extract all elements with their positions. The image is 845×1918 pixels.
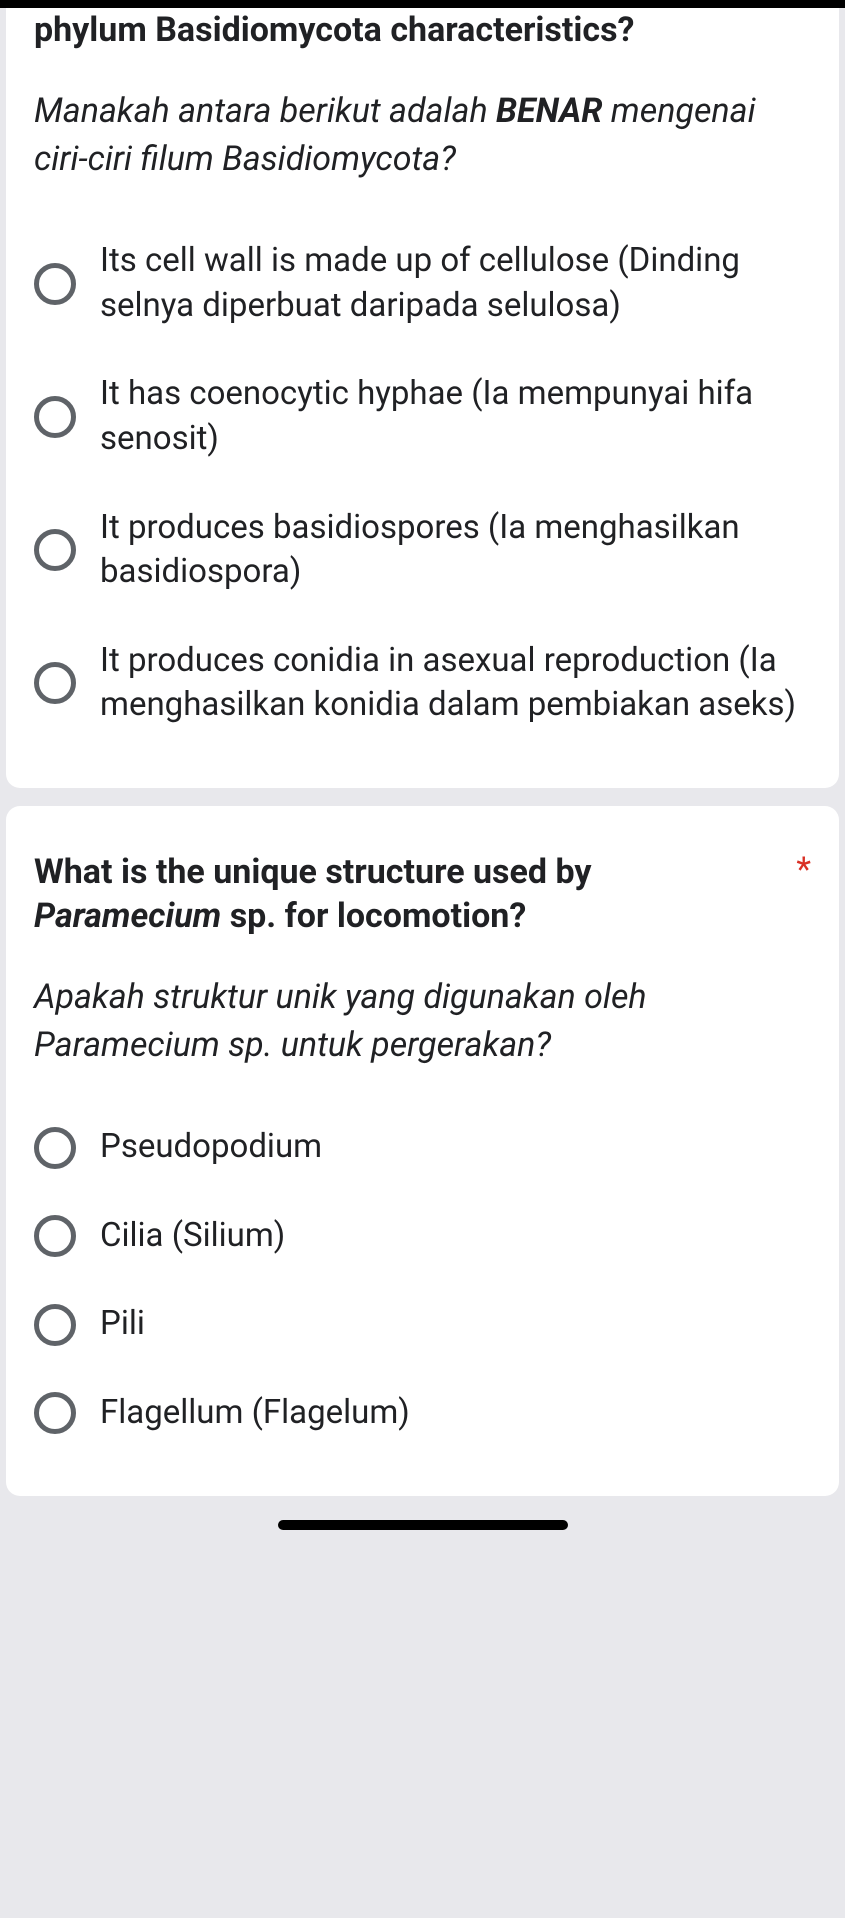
q2-option-2-label: Cilia (Silium)	[100, 1214, 285, 1259]
q2-title-ms: Apakah struktur unik yang digunakan oleh…	[34, 974, 811, 1069]
radio-icon	[34, 1215, 76, 1257]
home-indicator	[278, 1520, 568, 1530]
q1-title-ms: Manakah antara berikut adalah BENAR meng…	[34, 88, 811, 183]
q2-option-3-label: Pili	[100, 1302, 145, 1347]
q1-option-4[interactable]: It produces conidia in asexual reproduct…	[34, 639, 811, 728]
q1-option-4-label: It produces conidia in asexual reproduct…	[100, 639, 811, 728]
q1-ms-bold: BENAR	[496, 91, 602, 131]
radio-icon	[34, 263, 76, 305]
q2-option-3[interactable]: Pili	[34, 1302, 811, 1347]
q1-option-2-label: It has coenocytic hyphae (Ia mempunyai h…	[100, 372, 811, 461]
question-card-1: phylum Basidiomycota characteristics? Ma…	[6, 8, 839, 788]
q1-option-1[interactable]: Its cell wall is made up of cellulose (D…	[34, 239, 811, 328]
radio-icon	[34, 662, 76, 704]
q2-option-2[interactable]: Cilia (Silium)	[34, 1214, 811, 1259]
q1-option-3[interactable]: It produces basidiospores (Ia menghasilk…	[34, 506, 811, 595]
radio-icon	[34, 1304, 76, 1346]
status-bar	[0, 0, 845, 8]
radio-icon	[34, 396, 76, 438]
q2-option-4-label: Flagellum (Flagelum)	[100, 1391, 410, 1436]
required-mark: *	[796, 850, 811, 890]
q2-en-italic: Paramecium	[34, 896, 221, 936]
radio-icon	[34, 1127, 76, 1169]
q2-title-en: What is the unique structure used by Par…	[34, 850, 780, 938]
q2-option-1[interactable]: Pseudopodium	[34, 1125, 811, 1170]
q2-en-post: sp. for locomotion?	[221, 896, 526, 936]
q1-option-3-label: It produces basidiospores (Ia menghasilk…	[100, 506, 811, 595]
radio-icon	[34, 1392, 76, 1434]
q1-options: Its cell wall is made up of cellulose (D…	[34, 239, 811, 727]
q2-option-4[interactable]: Flagellum (Flagelum)	[34, 1391, 811, 1436]
q1-option-1-label: Its cell wall is made up of cellulose (D…	[100, 239, 811, 328]
q1-option-2[interactable]: It has coenocytic hyphae (Ia mempunyai h…	[34, 372, 811, 461]
q2-option-1-label: Pseudopodium	[100, 1125, 322, 1170]
radio-icon	[34, 529, 76, 571]
q2-en-pre: What is the unique structure used by	[34, 852, 592, 892]
q1-ms-pre: Manakah antara berikut adalah	[34, 91, 496, 131]
q2-options: Pseudopodium Cilia (Silium) Pili Flagell…	[34, 1125, 811, 1435]
q1-title-en: phylum Basidiomycota characteristics?	[34, 8, 811, 52]
question-card-2: What is the unique structure used by Par…	[6, 806, 839, 1496]
